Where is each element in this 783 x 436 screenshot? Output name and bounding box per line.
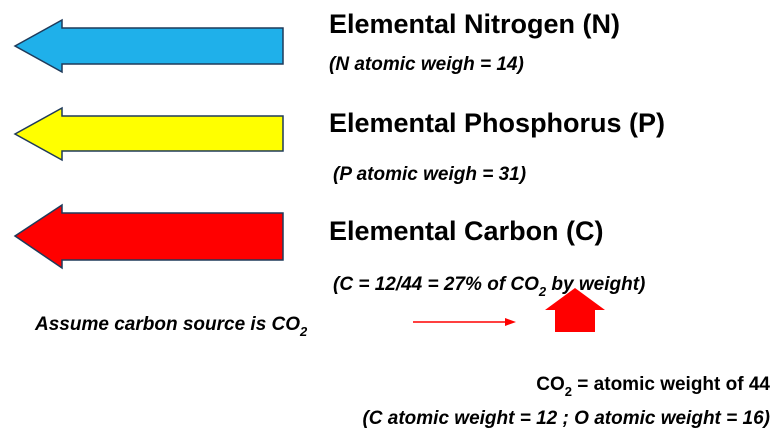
item-title: Elemental Phosphorus (P) <box>329 108 665 138</box>
carbon-arrow <box>13 203 284 270</box>
item-title: Elemental Carbon (C) <box>329 216 604 246</box>
up-arrow <box>545 288 605 332</box>
item-note: (P atomic weigh = 31) <box>333 164 526 185</box>
co2-weight: CO2 = atomic weight of 44 <box>536 374 770 399</box>
subscript: 2 <box>565 384 572 399</box>
subscript: 2 <box>299 324 308 339</box>
item-note: (C = 12/44 = 27% of CO2 by weight) <box>333 274 645 299</box>
atomic-weights: (C atomic weight = 12 ; O atomic weight … <box>362 408 770 429</box>
pointer-head <box>505 318 516 326</box>
item-title: Elemental Nitrogen (N) <box>329 9 620 39</box>
text-part: Assume carbon source is CO <box>34 314 300 335</box>
text-part: by weight) <box>546 274 645 295</box>
text-part: (C = 12/44 = 27% of CO <box>333 274 539 295</box>
assumption: Assume carbon source is CO2 <box>34 314 308 339</box>
phosphorus-arrow <box>13 106 284 162</box>
text-part: = atomic weight of 44 <box>572 374 770 395</box>
subscript: 2 <box>538 284 547 299</box>
item-note: (N atomic weigh = 14) <box>329 54 524 75</box>
nitrogen-arrow <box>13 18 284 74</box>
text-part: CO <box>536 374 565 395</box>
